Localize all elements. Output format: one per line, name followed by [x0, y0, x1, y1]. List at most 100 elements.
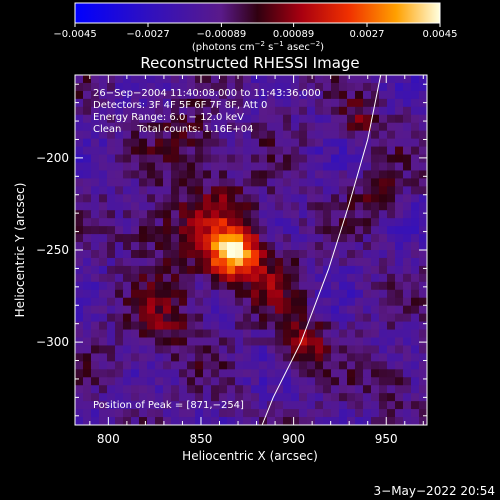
- heatmap-cell: [227, 90, 236, 100]
- heatmap-cell: [107, 385, 116, 394]
- heatmap-cell: [99, 361, 108, 370]
- heatmap-cell: [315, 114, 324, 124]
- heatmap-cell: [323, 154, 332, 164]
- heatmap-cell: [83, 162, 92, 172]
- heatmap-cell: [195, 82, 204, 92]
- heatmap-cell: [163, 305, 172, 315]
- heatmap-cell: [315, 82, 324, 92]
- heatmap-cell: [411, 106, 420, 116]
- heatmap-cell: [251, 297, 260, 307]
- heatmap-cell: [331, 305, 340, 315]
- heatmap-cell: [379, 409, 388, 418]
- heatmap-cell: [123, 234, 132, 243]
- heatmap-cell: [123, 329, 132, 339]
- heatmap-cell: [259, 186, 268, 195]
- render-date: 3−May−2022 20:54: [374, 484, 496, 498]
- heatmap-cell: [179, 250, 188, 259]
- heatmap-cell: [387, 202, 396, 211]
- heatmap-cell: [171, 178, 180, 187]
- heatmap-cell: [219, 234, 228, 243]
- heatmap-cell: [203, 289, 212, 299]
- heatmap-cell: [283, 106, 292, 116]
- heatmap-cell: [411, 250, 420, 259]
- heatmap-cell: [195, 162, 204, 172]
- heatmap-cell: [155, 361, 164, 370]
- heatmap-cell: [195, 393, 204, 402]
- heatmap-cell: [339, 146, 348, 156]
- heatmap-cell: [267, 273, 276, 283]
- heatmap-cell: [131, 98, 140, 108]
- heatmap-cell: [379, 265, 388, 275]
- heatmap-cell: [291, 90, 300, 100]
- heatmap-cell: [411, 329, 420, 339]
- heatmap-cell: [195, 106, 204, 116]
- heatmap-cell: [371, 337, 380, 347]
- heatmap-cell: [403, 265, 412, 275]
- heatmap-cell: [187, 186, 196, 195]
- heatmap-cell: [299, 122, 308, 132]
- heatmap-cell: [139, 194, 148, 203]
- heatmap-cell: [83, 393, 92, 402]
- heatmap-cell: [163, 409, 172, 418]
- heatmap-cell: [147, 122, 156, 132]
- heatmap-cell: [347, 385, 356, 394]
- heatmap-cell: [403, 242, 412, 251]
- heatmap-cell: [339, 242, 348, 251]
- heatmap-cell: [267, 106, 276, 116]
- heatmap-cell: [363, 186, 372, 195]
- heatmap-cell: [307, 202, 316, 211]
- heatmap-cell: [139, 122, 148, 132]
- heatmap-cell: [411, 273, 420, 283]
- heatmap-cell: [83, 210, 92, 219]
- heatmap-cell: [275, 162, 284, 172]
- heatmap-cell: [251, 361, 260, 370]
- heatmap-cell: [379, 417, 388, 425]
- colorbar-tick-label: −0.00089: [197, 29, 247, 40]
- heatmap-cell: [331, 361, 340, 370]
- heatmap-cell: [227, 417, 236, 425]
- heatmap-cell: [307, 289, 316, 299]
- heatmap-cell: [219, 138, 228, 148]
- heatmap-cell: [259, 90, 268, 100]
- heatmap-cell: [147, 305, 156, 315]
- heatmap-cell: [91, 337, 100, 347]
- heatmap-cell: [155, 377, 164, 386]
- heatmap-cell: [83, 377, 92, 386]
- heatmap-cell: [155, 226, 164, 235]
- heatmap-cell: [163, 242, 172, 251]
- heatmap-cell: [363, 297, 372, 307]
- heatmap-cell: [235, 321, 244, 331]
- heatmap-cell: [75, 178, 84, 187]
- heatmap-cell: [315, 226, 324, 235]
- heatmap-cell: [323, 98, 332, 108]
- heatmap-cell: [75, 297, 84, 307]
- heatmap-cell: [83, 289, 92, 299]
- heatmap-cell: [403, 401, 412, 410]
- heatmap-cell: [331, 329, 340, 339]
- heatmap-cell: [147, 409, 156, 418]
- heatmap-cell: [275, 82, 284, 92]
- heatmap-cell: [123, 369, 132, 378]
- heatmap-cell: [387, 82, 396, 92]
- heatmap-cell: [371, 138, 380, 148]
- heatmap-cell: [243, 401, 252, 410]
- heatmap-cell: [403, 146, 412, 156]
- heatmap-cell: [139, 170, 148, 179]
- heatmap-cell: [187, 114, 196, 124]
- heatmap-cell: [155, 114, 164, 124]
- heatmap-cell: [291, 146, 300, 156]
- heatmap-cell: [107, 321, 116, 331]
- heatmap-cell: [91, 170, 100, 179]
- heatmap-cell: [291, 257, 300, 267]
- heatmap-cell: [379, 369, 388, 378]
- heatmap-cell: [187, 130, 196, 140]
- heatmap-cell: [395, 257, 404, 267]
- heatmap-cell: [315, 257, 324, 267]
- heatmap-cell: [107, 114, 116, 124]
- heatmap-cell: [299, 385, 308, 394]
- heatmap-cell: [275, 281, 284, 291]
- heatmap-cell: [227, 337, 236, 347]
- heatmap-cell: [203, 321, 212, 331]
- heatmap-cell: [283, 385, 292, 394]
- heatmap-cell: [115, 114, 124, 124]
